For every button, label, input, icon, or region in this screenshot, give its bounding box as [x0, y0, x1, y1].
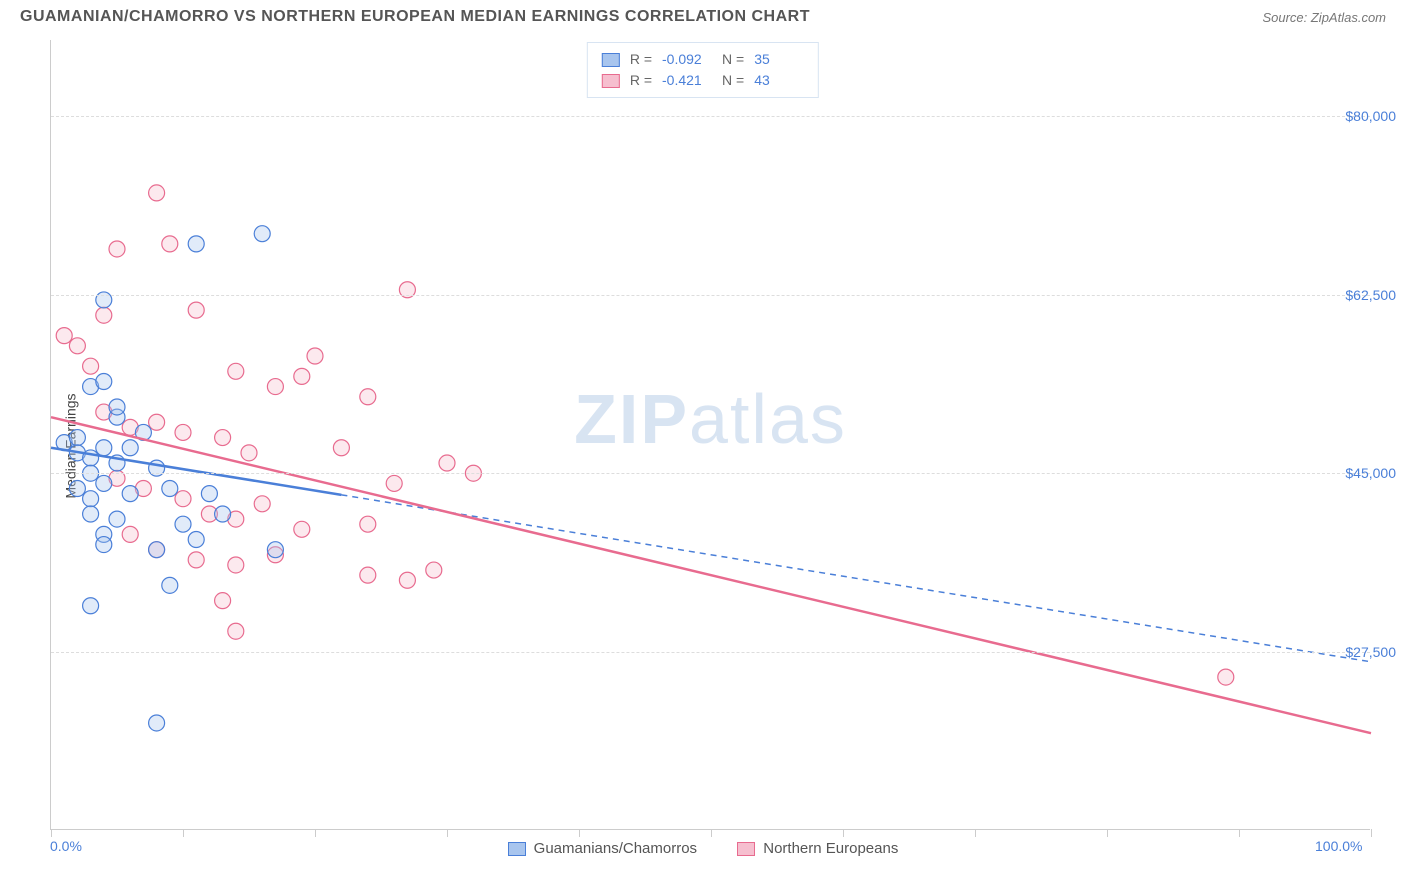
- y-tick-label: $80,000: [1345, 108, 1396, 124]
- legend-label-1: Guamanians/Chamorros: [534, 840, 697, 857]
- x-tick-label: 100.0%: [1315, 838, 1362, 854]
- n-value-1: 35: [754, 49, 804, 70]
- gridline: [51, 473, 1370, 474]
- chart-title: GUAMANIAN/CHAMORRO VS NORTHERN EUROPEAN …: [20, 8, 810, 26]
- stats-legend-box: R = -0.092 N = 35 R = -0.421 N = 43: [587, 42, 819, 98]
- r-label: R =: [630, 70, 652, 91]
- swatch-blue: [508, 842, 526, 856]
- x-tick: [183, 829, 184, 837]
- y-tick-label: $27,500: [1345, 644, 1396, 660]
- legend-label-2: Northern Europeans: [763, 840, 898, 857]
- legend-item-2: Northern Europeans: [737, 840, 898, 857]
- x-tick: [843, 829, 844, 837]
- swatch-pink: [602, 74, 620, 88]
- y-tick-label: $62,500: [1345, 287, 1396, 303]
- x-tick: [1239, 829, 1240, 837]
- legend-item-1: Guamanians/Chamorros: [508, 840, 697, 857]
- chart-plot-area: ZIPatlas: [50, 40, 1370, 830]
- n-label: N =: [722, 70, 744, 91]
- r-value-2: -0.421: [662, 70, 712, 91]
- stats-row-2: R = -0.421 N = 43: [602, 70, 804, 91]
- r-label: R =: [630, 49, 652, 70]
- y-tick-label: $45,000: [1345, 465, 1396, 481]
- x-tick: [51, 829, 52, 837]
- gridline: [51, 116, 1370, 117]
- n-value-2: 43: [754, 70, 804, 91]
- x-tick-label: 0.0%: [50, 838, 82, 854]
- gridline: [51, 652, 1370, 653]
- source-label: Source: ZipAtlas.com: [1262, 10, 1386, 25]
- gridline: [51, 295, 1370, 296]
- swatch-blue: [602, 53, 620, 67]
- r-value-1: -0.092: [662, 49, 712, 70]
- x-tick: [315, 829, 316, 837]
- bottom-legend: Guamanians/Chamorros Northern Europeans: [0, 840, 1406, 860]
- x-tick: [975, 829, 976, 837]
- n-label: N =: [722, 49, 744, 70]
- x-tick: [1107, 829, 1108, 837]
- x-tick: [447, 829, 448, 837]
- swatch-pink: [737, 842, 755, 856]
- stats-row-1: R = -0.092 N = 35: [602, 49, 804, 70]
- x-tick: [711, 829, 712, 837]
- scatter-svg: [51, 40, 1370, 829]
- x-tick: [1371, 829, 1372, 837]
- x-tick: [579, 829, 580, 837]
